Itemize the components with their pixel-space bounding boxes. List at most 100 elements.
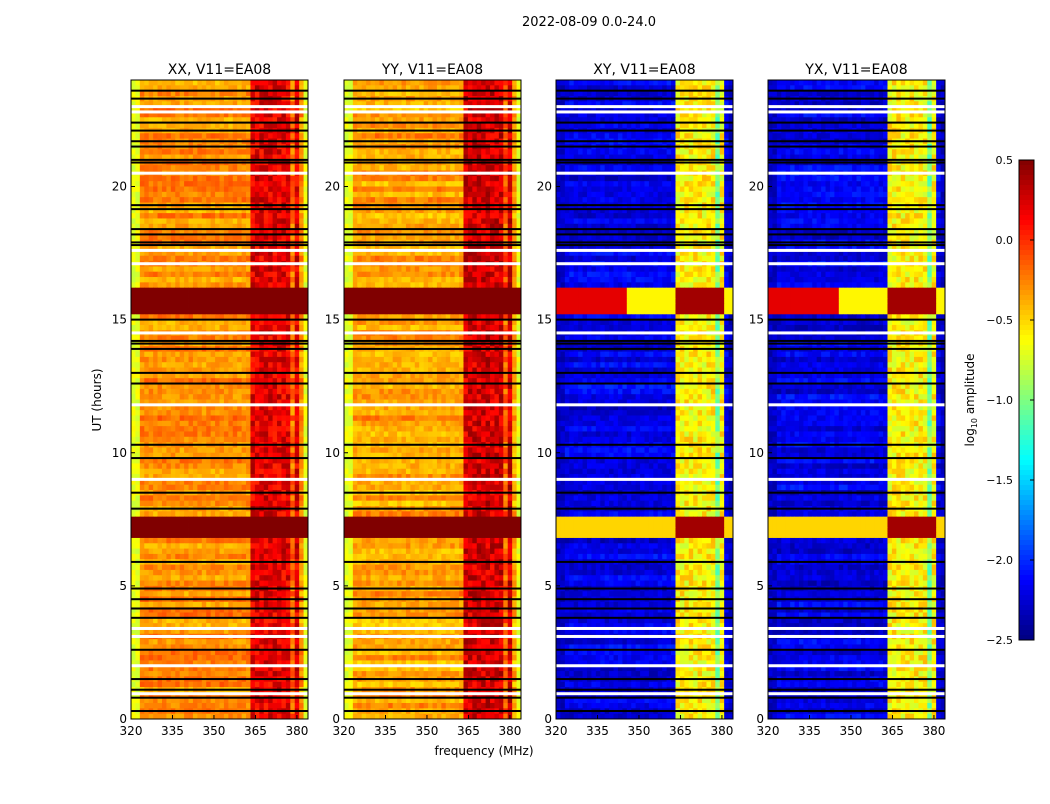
heatmap-cell xyxy=(175,213,180,219)
heatmap-cell xyxy=(246,352,251,358)
heatmap-cell xyxy=(175,389,180,395)
heatmap-cell xyxy=(273,304,278,310)
heatmap-cell xyxy=(171,394,176,400)
heatmap-cell xyxy=(149,389,154,395)
heatmap-cell xyxy=(233,682,238,688)
heatmap-cell xyxy=(228,495,233,501)
figure-suptitle: 2022-08-09 0.0-24.0 xyxy=(522,15,656,30)
heatmap-cell xyxy=(211,325,216,331)
heatmap-cell xyxy=(206,304,211,310)
heatmap-cell xyxy=(140,213,145,219)
heatmap-cell xyxy=(197,463,202,469)
heatmap-cell xyxy=(286,538,291,544)
heatmap-cell xyxy=(162,256,167,262)
heatmap-cell xyxy=(299,80,304,86)
heatmap-cell xyxy=(202,581,207,587)
heatmap-cell xyxy=(277,352,282,358)
heatmap-cell xyxy=(228,575,233,581)
heatmap-cell xyxy=(273,394,278,400)
heatmap-cell xyxy=(299,431,304,437)
heatmap-cell xyxy=(281,581,286,587)
heatmap-cell xyxy=(197,421,202,427)
heatmap-cell xyxy=(166,389,171,395)
heatmap-cell xyxy=(295,389,300,395)
y-axis-label: UT (hours) xyxy=(90,368,104,431)
heatmap-cell xyxy=(273,591,278,597)
heatmap-cell xyxy=(295,485,300,491)
heatmap-cell xyxy=(153,325,158,331)
heatmap-cell xyxy=(255,394,260,400)
heatmap-cell xyxy=(149,256,154,262)
heatmap-cell xyxy=(131,575,136,581)
heatmap-cell xyxy=(180,421,185,427)
heatmap-cell xyxy=(268,703,273,709)
heatmap-cell xyxy=(290,309,295,315)
heatmap-cell xyxy=(193,671,198,677)
heatmap-cell xyxy=(259,703,264,709)
heatmap-cell xyxy=(220,256,225,262)
heatmap-cell xyxy=(220,357,225,363)
heatmap-cell xyxy=(246,495,251,501)
heatmap-cell xyxy=(295,431,300,437)
heatmap-cell xyxy=(295,218,300,224)
heatmap-cell xyxy=(441,80,446,86)
heatmap-cell xyxy=(180,282,185,288)
heatmap-cell xyxy=(175,181,180,187)
heatmap-cell xyxy=(211,682,216,688)
heatmap-cell xyxy=(180,538,185,544)
heatmap-cell xyxy=(149,463,154,469)
heatmap-cell xyxy=(237,272,242,278)
heatmap-cell xyxy=(131,192,136,198)
heatmap-cell xyxy=(295,213,300,219)
heatmap-cell xyxy=(273,495,278,501)
heatmap-cell xyxy=(277,431,282,437)
heatmap-cell xyxy=(250,602,255,608)
heatmap-cell xyxy=(175,469,180,475)
heatmap-cell xyxy=(175,266,180,272)
heatmap-cell xyxy=(237,213,242,219)
heatmap-cell xyxy=(259,218,264,224)
heatmap-cell xyxy=(250,213,255,219)
heatmap-cell xyxy=(166,485,171,491)
heatmap-cell xyxy=(268,176,273,182)
heatmap-cell xyxy=(171,352,176,358)
heatmap-cell xyxy=(259,192,264,198)
heatmap-cell xyxy=(503,80,508,86)
heatmap-cell xyxy=(135,298,140,304)
heatmap-cell xyxy=(273,437,278,443)
heatmap-cell xyxy=(299,463,304,469)
heatmap-cell xyxy=(206,410,211,416)
heatmap-cell xyxy=(290,80,295,86)
heatmap-cell xyxy=(281,288,286,294)
heatmap-cell xyxy=(171,421,176,427)
heatmap-cell xyxy=(197,80,202,86)
heatmap-cell xyxy=(162,671,167,677)
heatmap-cell xyxy=(228,682,233,688)
heatmap-cell xyxy=(286,495,291,501)
heatmap-cell xyxy=(131,288,136,294)
heatmap-cell xyxy=(233,501,238,507)
heatmap-cell xyxy=(250,511,255,517)
heatmap-cell xyxy=(281,682,286,688)
heatmap-cell xyxy=(189,298,194,304)
heatmap-cell xyxy=(246,282,251,288)
heatmap-cell xyxy=(255,495,260,501)
heatmap-cell xyxy=(286,565,291,571)
heatmap-cell xyxy=(357,80,362,86)
heatmap-cell xyxy=(166,293,171,299)
heatmap-cell xyxy=(228,298,233,304)
heatmap-cell xyxy=(250,197,255,203)
flagged-row-black xyxy=(131,146,308,148)
heatmap-cell xyxy=(273,181,278,187)
heatmap-cell xyxy=(268,197,273,203)
heatmap-cell xyxy=(197,277,202,283)
heatmap-cell xyxy=(193,522,198,528)
heatmap-cell xyxy=(193,266,198,272)
heatmap-cell xyxy=(242,682,247,688)
heatmap-cell xyxy=(299,543,304,549)
heatmap-cell xyxy=(281,410,286,416)
heatmap-cell xyxy=(250,639,255,645)
heatmap-cell xyxy=(211,288,216,294)
heatmap-cell xyxy=(211,655,216,661)
heatmap-cell xyxy=(153,533,158,539)
